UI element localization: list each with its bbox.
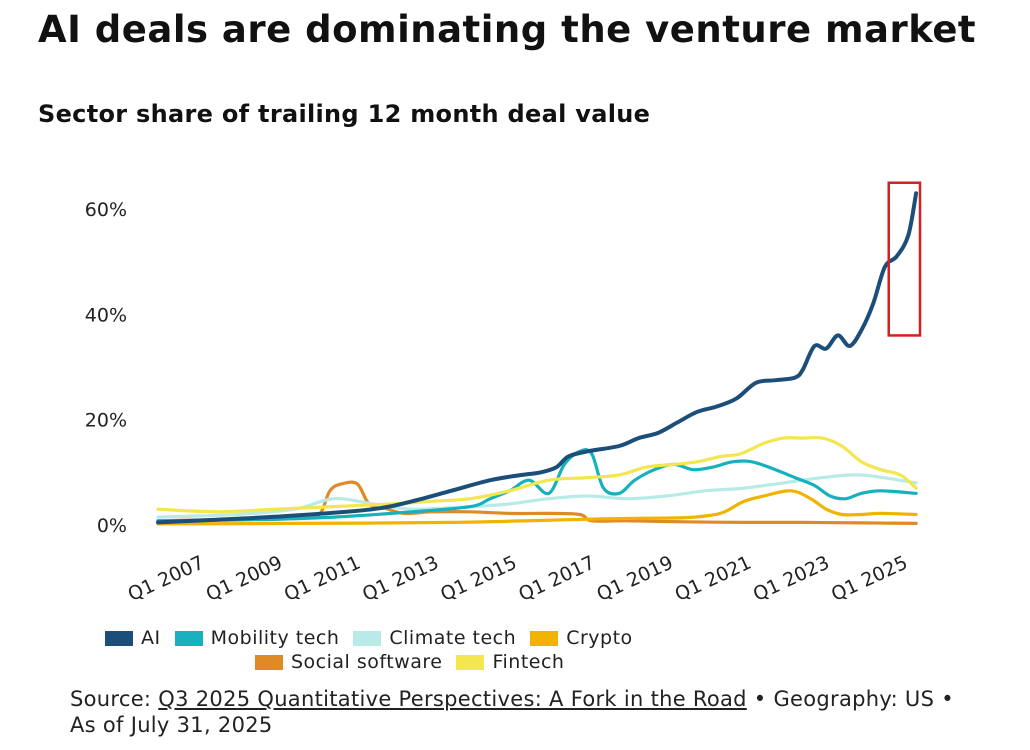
x-tick-label: Q1 2017 — [515, 552, 598, 606]
source-suffix: • Geography: US • As of July 31, 2025 — [70, 687, 954, 737]
legend-item-fintech: Fintech — [456, 651, 564, 673]
x-tick-label: Q1 2009 — [203, 552, 286, 606]
x-tick-label: Q1 2021 — [672, 552, 755, 606]
legend-swatch — [456, 654, 485, 670]
series-line-climate-tech — [156, 473, 918, 519]
x-tick-label: Q1 2011 — [281, 552, 364, 606]
legend-label: Mobility tech — [210, 627, 340, 649]
chart-title: AI deals are dominating the venture mark… — [38, 8, 977, 51]
series-line-mobility-tech — [156, 448, 918, 523]
y-axis-ticks: 0% 20% 40% 60% — [85, 199, 127, 537]
legend-swatch — [255, 654, 283, 670]
x-tick-label: Q1 2015 — [437, 552, 520, 606]
chart-subtitle: Sector share of trailing 12 month deal v… — [38, 100, 651, 128]
legend-swatch — [530, 630, 559, 646]
series-line-ai — [156, 191, 919, 525]
series-line-crypto — [156, 489, 918, 526]
legend-label: Social software — [291, 651, 443, 673]
x-tick-label: Q1 2025 — [828, 552, 911, 606]
highlight-layer — [887, 181, 922, 337]
legend-item-mobility-tech: Mobility tech — [174, 627, 340, 649]
x-tick-label: Q1 2013 — [359, 552, 442, 606]
legend-swatch — [105, 630, 133, 646]
legend-label: AI — [141, 627, 161, 649]
x-tick-label: Q1 2023 — [750, 552, 833, 606]
source-note: Source: Q3 2025 Quantitative Perspective… — [70, 686, 970, 738]
highlight-box — [887, 181, 922, 337]
x-tick-label: Q1 2019 — [593, 552, 676, 606]
y-tick-label: 40% — [85, 304, 127, 326]
y-tick-label: 0% — [97, 515, 127, 537]
x-tick-label: Q1 2007 — [125, 552, 208, 606]
y-tick-label: 60% — [85, 199, 127, 221]
source-prefix: Source: — [70, 687, 159, 711]
legend-row: AI Mobility tech Climate tech Crypto — [105, 626, 965, 650]
legend-label: Crypto — [566, 627, 633, 649]
legend-label: Fintech — [492, 651, 565, 673]
legend-row: Social software Fintech — [105, 650, 965, 674]
series-lines — [156, 191, 919, 526]
legend-item-crypto: Crypto — [530, 627, 632, 649]
legend: AI Mobility tech Climate tech Crypto Social… — [105, 626, 965, 674]
legend-item-social-software: Social software — [255, 651, 442, 673]
legend-swatch — [174, 630, 203, 646]
legend-swatch — [353, 630, 382, 646]
legend-item-climate-tech: Climate tech — [353, 627, 516, 649]
legend-item-ai: AI — [105, 627, 161, 649]
source-link[interactable]: Q3 2025 Quantitative Perspectives: A For… — [158, 687, 747, 711]
legend-label: Climate tech — [389, 627, 517, 649]
y-tick-label: 20% — [85, 410, 127, 432]
series-line-fintech — [156, 435, 918, 514]
